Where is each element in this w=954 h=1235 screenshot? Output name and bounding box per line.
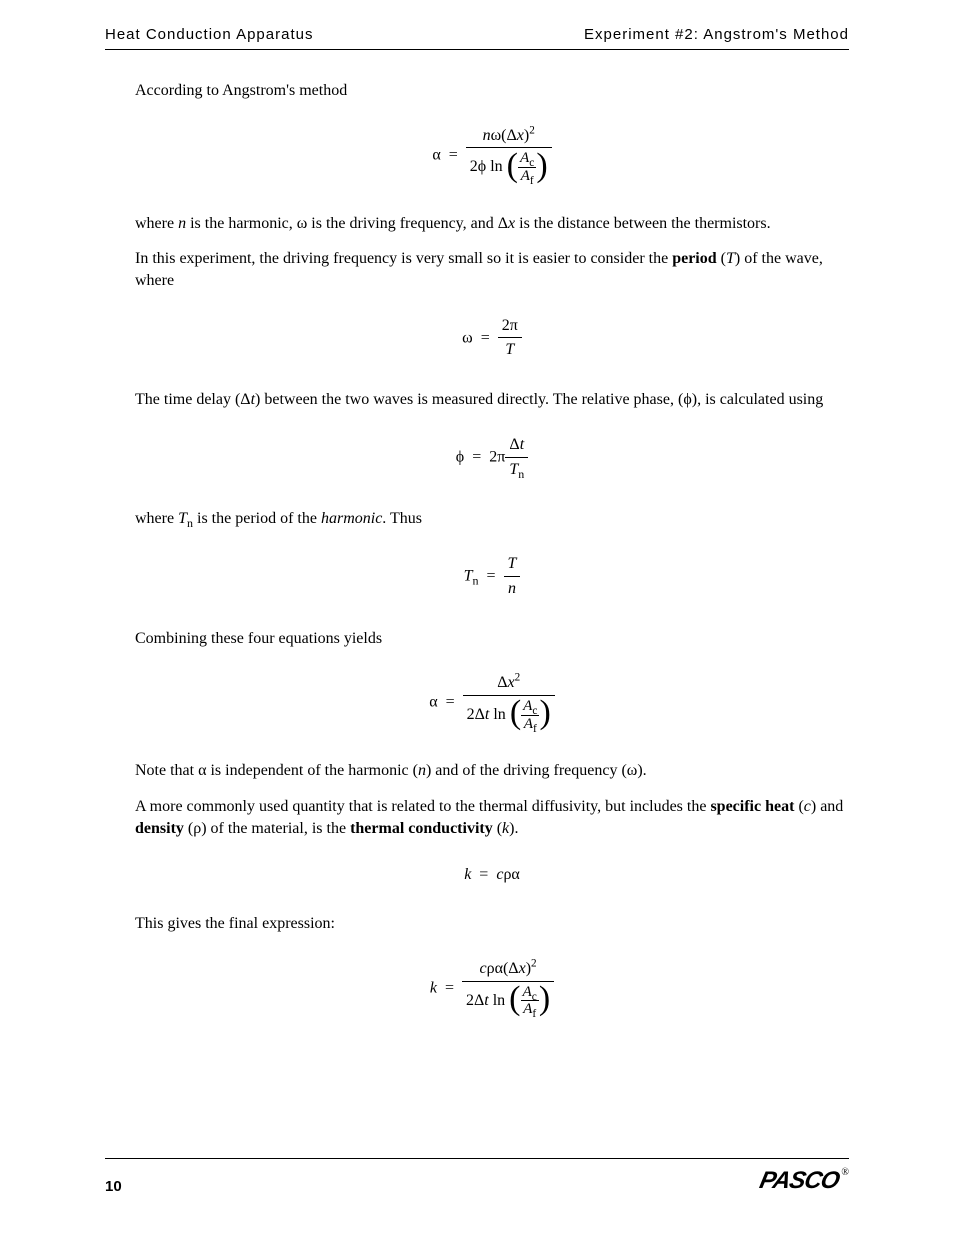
p3period: period	[672, 250, 716, 267]
equation-Tn: Tn = T n	[135, 554, 849, 600]
eq1-Af-A: A	[521, 167, 530, 184]
eq7-fraction: cρα(Δx)2 2Δt ln ( Ac Af )	[462, 959, 554, 1018]
eq5-numb: x	[508, 674, 515, 691]
p2b: is the harmonic, ω is the driving freque…	[186, 215, 508, 232]
eq7-numa: c	[480, 960, 487, 977]
p7a: Note that α is independent of the harmon…	[135, 762, 418, 779]
p8f: (	[493, 820, 502, 837]
eq7-lhs: k	[430, 979, 437, 996]
eq1-n: n	[483, 127, 491, 144]
header-right: Experiment #2: Angstrom's Method	[584, 26, 849, 43]
eq1-fraction: nω(Δx)2 2ϕ ln ( Ac Af )	[466, 126, 552, 185]
page-footer: 10 PASCO®	[105, 1158, 849, 1195]
equation-alpha-1: α = nω(Δx)2 2ϕ ln ( Ac Af )	[135, 126, 849, 185]
p5h: harmonic	[321, 510, 382, 527]
eq4-fraction: T n	[504, 554, 521, 600]
p2n: n	[178, 215, 186, 232]
eq5-dena: 2Δ	[467, 706, 485, 723]
p4b: ) between the two waves is measured dire…	[255, 391, 823, 408]
p7n: n	[418, 762, 426, 779]
p5T: T	[178, 510, 187, 527]
paragraph-note: Note that α is independent of the harmon…	[135, 760, 849, 782]
eq3-numa: Δ	[509, 436, 519, 453]
eq2-lhs: ω	[462, 329, 473, 346]
page: Heat Conduction Apparatus Experiment #2:…	[0, 0, 954, 1235]
eq3-pre: 2π	[489, 448, 505, 465]
eq1-Af-f: f	[530, 175, 534, 187]
eq2-num: 2π	[498, 316, 522, 339]
paragraph-conductivity: A more commonly used quantity that is re…	[135, 796, 849, 839]
eq4-lhsb: n	[472, 574, 478, 588]
paragraph-phase: The time delay (Δt) between the two wave…	[135, 389, 849, 411]
p4a: The time delay (Δ	[135, 391, 251, 408]
paragraph-combining: Combining these four equations yields	[135, 628, 849, 650]
p8b: (	[794, 798, 803, 815]
paragraph-where-n: where n is the harmonic, ω is the drivin…	[135, 213, 849, 235]
p3T: T	[726, 250, 735, 267]
eq1-Ac-A: A	[520, 149, 529, 166]
eq3-dena: T	[509, 461, 518, 478]
eq4-num: T	[504, 554, 521, 577]
eq3-denb: n	[518, 467, 524, 481]
p8e: (ρ) of the material, is the	[184, 820, 350, 837]
eq7-dena: 2Δ	[466, 992, 484, 1009]
eq2-den: T	[498, 338, 522, 361]
eq2-fraction: 2π T	[498, 316, 522, 362]
eq5-denc: ln	[489, 706, 505, 723]
paragraph-period: In this experiment, the driving frequenc…	[135, 248, 849, 291]
page-header: Heat Conduction Apparatus Experiment #2:…	[105, 26, 849, 50]
paragraph-final: This gives the final expression:	[135, 913, 849, 935]
eq4-den: n	[504, 577, 521, 600]
p8a: A more commonly used quantity that is re…	[135, 798, 710, 815]
eq7-AfA: A	[523, 1000, 532, 1017]
eq1-den-pre: 2ϕ ln	[470, 158, 503, 175]
p8c: c	[804, 798, 811, 815]
p2c: is the distance between the thermistors.	[515, 215, 770, 232]
p5c: . Thus	[382, 510, 422, 527]
p8g: ).	[509, 820, 518, 837]
eq1-x: x	[517, 127, 524, 144]
page-number: 10	[105, 1178, 122, 1195]
equation-k-final: k = cρα(Δx)2 2Δt ln ( Ac Af )	[135, 959, 849, 1018]
paragraph-Tn: where Tn is the period of the harmonic. …	[135, 508, 849, 530]
p8sh: specific heat	[710, 798, 794, 815]
p3a: In this experiment, the driving frequenc…	[135, 250, 672, 267]
eq7-denc: ln	[489, 992, 505, 1009]
eq7-numb: ρα(Δ	[487, 960, 519, 977]
content-body: According to Angstrom's method α = nω(Δx…	[105, 80, 849, 1018]
eq7-numc: x	[519, 960, 526, 977]
eq5-Aff: f	[533, 723, 537, 735]
eq3-lhs: ϕ	[456, 448, 464, 465]
p7b: ) and of the driving frequency (ω).	[426, 762, 647, 779]
eq7-Aff: f	[532, 1008, 536, 1020]
registered-icon: ®	[841, 1167, 849, 1178]
eq5-numa: Δ	[497, 674, 507, 691]
eq1-lhs: α	[432, 146, 440, 163]
eq3-fraction: Δt Tn	[505, 435, 528, 481]
p3b: (	[717, 250, 726, 267]
brand-logo: PASCO®	[760, 1167, 849, 1195]
p8d: ) and	[811, 798, 843, 815]
equation-phi: ϕ = 2π Δt Tn	[135, 435, 849, 481]
equation-k-simple: k = cρα	[135, 863, 849, 885]
equation-alpha-2: α = Δx2 2Δt ln ( Ac Af )	[135, 673, 849, 732]
eq6-lhs: k	[464, 866, 471, 883]
eq6-rhsb: ρα	[503, 866, 519, 883]
eq5-AfA: A	[524, 715, 533, 732]
eq1-omega: ω(Δ	[491, 127, 517, 144]
eq5-lhs: α	[429, 693, 437, 710]
brand-text: PASCO	[757, 1167, 842, 1195]
p5a: where	[135, 510, 178, 527]
paragraph-intro: According to Angstrom's method	[135, 80, 849, 102]
eq5-fraction: Δx2 2Δt ln ( Ac Af )	[463, 673, 555, 732]
header-left: Heat Conduction Apparatus	[105, 26, 313, 43]
equation-omega: ω = 2π T	[135, 316, 849, 362]
eq3-numb: t	[520, 436, 524, 453]
eq7-AcA: A	[523, 983, 532, 1000]
p2a: where	[135, 215, 178, 232]
p8tc: thermal conductivity	[350, 820, 493, 837]
p5b: is the period of the	[193, 510, 321, 527]
p8dens: density	[135, 820, 184, 837]
